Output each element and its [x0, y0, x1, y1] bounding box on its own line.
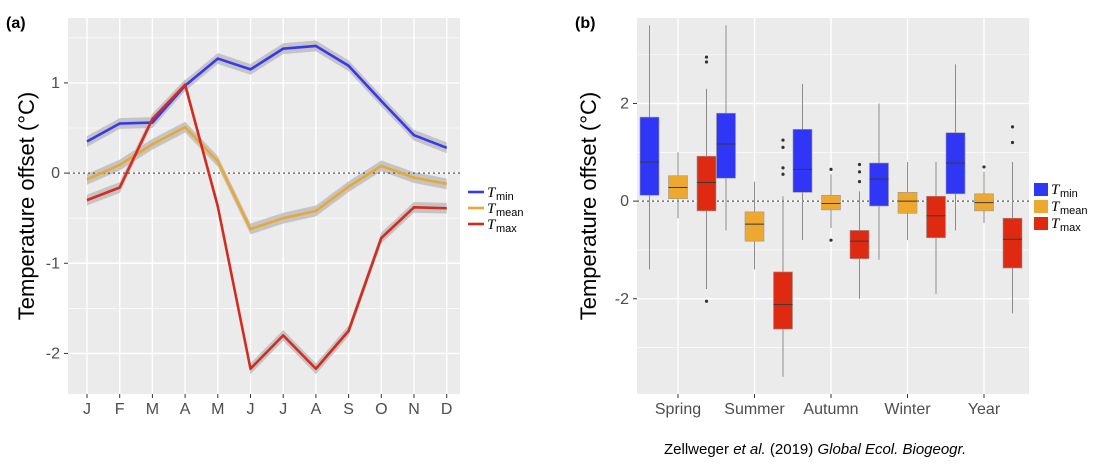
outlier-summer-tmax	[781, 145, 785, 150]
panel-b-y-tick-label: 2	[620, 95, 629, 112]
box-winter-tmax	[926, 195, 946, 239]
panel-a-y-ticks: -2 -1 0 1	[46, 75, 68, 362]
legend-symbol: T	[1051, 216, 1061, 232]
outlier-summer-tmax	[781, 166, 785, 170]
panel-a-x-tick-label: J	[279, 401, 287, 418]
outlier-spring-tmax	[704, 299, 709, 303]
outlier-summer-tmax	[781, 172, 785, 176]
box-autumn-tmax	[849, 230, 870, 260]
outlier-year-tmax	[1010, 125, 1015, 129]
panel-a-x-tick-label: A	[180, 401, 191, 418]
panel-b-y-tick-label: 0	[620, 193, 629, 210]
citation-journal: Global Ecol. Biogeogr.	[817, 441, 967, 458]
box-spring-tmin	[639, 116, 660, 196]
box-year-tmax	[1002, 217, 1023, 269]
panel-a-x-tick-label: O	[375, 401, 387, 418]
outlier-autumn-tmax	[857, 162, 862, 167]
outlier-autumn-tmax	[857, 179, 862, 184]
panel-b-y-ticks: -2 0 2	[615, 95, 637, 308]
outlier-spring-tmax	[704, 60, 709, 64]
legend-symbol: T	[487, 217, 497, 233]
legend-subscript: min	[496, 191, 514, 203]
line-tmax	[86, 83, 447, 371]
panel-b-boxes	[639, 25, 1023, 377]
panel-a-x-tick-label: S	[343, 401, 354, 418]
line-tmin	[86, 44, 448, 150]
citation-authors: Zellweger	[664, 441, 730, 458]
panel-a-y-tick-label: 0	[51, 165, 60, 182]
panel-b-y-tick-label: -2	[615, 291, 629, 308]
box-autumn-tmin	[792, 129, 813, 193]
panel-a-label: (a)	[6, 15, 26, 32]
panel-a-x-tick-label: A	[311, 401, 322, 418]
panel-a-confidence-bands	[87, 40, 447, 375]
legend-subscript: mean	[496, 207, 524, 219]
outlier-year-tmax	[1010, 140, 1015, 145]
panel-a-y-tick-label: -1	[46, 255, 60, 272]
legend-symbol: T	[1051, 199, 1061, 215]
outlier-autumn-tmean	[829, 167, 833, 171]
legend-key-tmin	[1034, 183, 1048, 196]
citation: Zellweger et al. (2019) Global Ecol. Bio…	[664, 441, 966, 458]
panel-b-x-tick-label: Autumn	[803, 401, 858, 418]
box-spring-tmax	[696, 155, 717, 212]
outlier-autumn-tmean	[829, 238, 833, 242]
outlier-year-tmean	[982, 165, 986, 169]
panel-a-x-tick-label: F	[115, 401, 125, 418]
box-summer-tmax	[773, 271, 793, 330]
line-tmean	[86, 125, 447, 231]
panel-b-x-tick-label: Summer	[724, 401, 785, 418]
box-summer-tmean	[744, 211, 765, 242]
panel-a-x-tick-label: M	[211, 401, 224, 418]
panel-a: (a) -2 -1 0 1 J F M A M J J A S O N D Temperature offs…	[6, 15, 524, 418]
panel-a-x-tick-label: N	[408, 401, 420, 418]
panel-a-series-lines	[86, 44, 448, 371]
box-winter-tmean	[897, 192, 918, 214]
legend-symbol: T	[1051, 182, 1061, 198]
box-summer-tmin	[716, 112, 736, 179]
panel-a-y-tick-label: 1	[51, 75, 60, 92]
outlier-spring-tmax	[704, 55, 709, 59]
outlier-summer-tmax	[781, 138, 785, 142]
panel-b-x-tick-label: Year	[968, 401, 1001, 418]
panel-a-x-tick-label: J	[83, 401, 91, 418]
citation-year: (2019)	[769, 441, 814, 458]
panel-a-x-tick-label: M	[146, 401, 159, 418]
legend-subscript: max	[496, 223, 517, 235]
panel-a-x-tick-label: D	[441, 401, 453, 418]
box-autumn-tmean	[821, 194, 841, 211]
band-tmin	[87, 40, 447, 154]
panel-b: (b) -2 0 2 Spring Summer Autumn Winter Year Te…	[575, 15, 1088, 418]
panel-b-x-ticks: Spring Summer Autumn Winter Year	[655, 394, 1001, 418]
panel-b-y-axis-title: Temperature offset (°C)	[576, 92, 601, 320]
legend-key-tmean	[1034, 200, 1048, 213]
legend-subscript: min	[1060, 188, 1078, 200]
legend-subscript: max	[1060, 222, 1081, 234]
panel-a-x-tick-label: J	[247, 401, 255, 418]
legend-symbol: T	[487, 201, 497, 217]
panel-b-x-tick-label: Spring	[655, 401, 701, 418]
outlier-autumn-tmax	[857, 170, 862, 174]
legend-subscript: mean	[1060, 205, 1088, 217]
citation-etal: et al.	[733, 441, 766, 458]
box-winter-tmin	[869, 162, 889, 207]
panel-b-x-tick-label: Winter	[884, 401, 931, 418]
panel-b-label: (b)	[575, 15, 595, 32]
legend-symbol: T	[487, 185, 497, 201]
panel-a-y-tick-label: -2	[46, 345, 60, 362]
legend-key-tmax	[1034, 217, 1048, 230]
panel-a-y-axis-title: Temperature offset (°C)	[14, 92, 39, 320]
panel-a-plot-area	[68, 18, 460, 394]
